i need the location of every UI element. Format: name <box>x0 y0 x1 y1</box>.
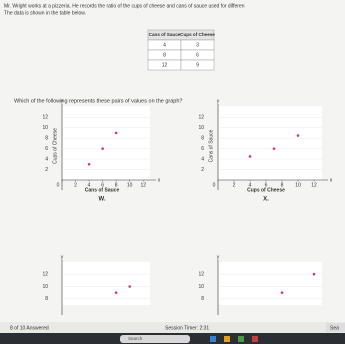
x-tick-label: 0 <box>57 182 60 188</box>
point <box>114 131 118 135</box>
x-tick-label: 8 <box>115 182 118 188</box>
y-axis-label: Cans of Sauce <box>208 129 214 162</box>
point <box>87 163 91 166</box>
x-tick-label: 0 <box>213 182 216 188</box>
y-axis-letter: y <box>61 254 64 260</box>
y-tick-label: 4 <box>45 156 48 162</box>
y-tick-label: 10 <box>198 125 204 131</box>
table-header: Cans of Sauce <box>149 32 181 37</box>
table-cell-text: 8 <box>163 52 166 58</box>
y-tick-label: 8 <box>45 135 48 141</box>
point <box>312 272 316 276</box>
graph: y 8 10 12 <box>42 254 150 315</box>
y-axis-letter: y <box>217 98 220 104</box>
x-axis-label: Cans of Sauce <box>85 187 120 193</box>
y-tick-label: 10 <box>198 284 204 290</box>
table-header: Cups of Cheese <box>180 32 215 37</box>
plot-area <box>62 262 150 305</box>
y-tick-label: 12 <box>198 115 204 121</box>
table-cell-text: 9 <box>196 62 199 68</box>
question: Which of the following represents these … <box>14 98 182 104</box>
taskbar-search-label[interactable]: Search <box>128 336 143 341</box>
point <box>280 291 284 294</box>
taskbar-search[interactable] <box>120 335 190 343</box>
graph-label: X. <box>263 197 269 203</box>
x-tick-label: 8 <box>281 182 284 188</box>
search-button[interactable] <box>326 323 345 332</box>
table-cell-text: 6 <box>196 52 199 58</box>
taskbar-icon[interactable] <box>252 336 258 342</box>
plot-area <box>218 262 322 305</box>
x-tick-label: 2 <box>74 182 77 188</box>
y-tick-label: 2 <box>45 167 48 173</box>
point <box>128 285 131 288</box>
y-tick-label: 10 <box>42 125 48 131</box>
x-tick-label: 12 <box>311 182 317 188</box>
y-tick-label: 8 <box>201 296 204 302</box>
x-axis-letter: x <box>158 177 161 183</box>
progress: 8 of 10 Answered <box>10 325 49 331</box>
y-tick-label: 12 <box>42 115 48 121</box>
footer-bar <box>0 322 345 333</box>
graph: y 8 10 12 <box>198 254 322 315</box>
y-tick-label: 8 <box>45 296 48 302</box>
graph: y x 2 4 6 8 10 12 0 2 4 6 8 10 12 Cups of Cheese Cans of… <box>42 98 160 202</box>
point <box>114 291 118 294</box>
y-tick-label: 6 <box>201 146 204 152</box>
x-tick-label: 6 <box>101 182 104 188</box>
taskbar-icon[interactable] <box>224 336 230 342</box>
x-tick-label: 2 <box>233 182 236 188</box>
x-axis-label: Cups of Cheese <box>247 187 285 193</box>
y-tick-label: 2 <box>201 167 204 173</box>
taskbar-icon[interactable] <box>210 336 216 342</box>
intro-line: Mr. Wright works at a pizzeria. He recor… <box>4 3 245 9</box>
x-tick-label: 6 <box>265 182 268 188</box>
intro-line: The data is shown in the table below. <box>4 10 86 16</box>
x-axis-letter: x <box>330 177 333 183</box>
x-tick-label: 12 <box>140 182 146 188</box>
y-tick-label: 6 <box>45 146 48 152</box>
point <box>272 147 276 150</box>
y-axis-label: Cups of Cheese <box>52 128 58 164</box>
y-tick-label: 10 <box>42 284 48 290</box>
x-tick-label: 4 <box>249 182 252 188</box>
y-axis-letter: y <box>217 254 220 260</box>
y-tick-label: 4 <box>201 156 204 162</box>
point <box>248 155 252 158</box>
point <box>296 134 300 137</box>
y-tick-label: 12 <box>42 271 48 277</box>
graph: y x 2 4 6 8 10 12 0 2 4 6 8 10 12 Cans of Sauce Cups of … <box>198 98 332 202</box>
plot-area <box>218 106 322 180</box>
y-axis-letter: y <box>61 98 64 104</box>
y-tick-label: 12 <box>198 271 204 277</box>
x-tick-label: 4 <box>88 182 91 188</box>
table-cell-text: 12 <box>162 62 168 68</box>
plot-area <box>62 106 150 180</box>
search-button-label[interactable]: Sea <box>330 325 339 331</box>
taskbar-icon[interactable] <box>238 336 244 342</box>
x-tick-label: 10 <box>127 182 133 188</box>
table-cell-text: 3 <box>196 42 199 48</box>
graph-label: W. <box>99 197 106 203</box>
x-tick-label: 10 <box>295 182 301 188</box>
table-cell-text: 4 <box>163 42 166 48</box>
y-tick-label: 8 <box>201 135 204 141</box>
point <box>101 147 104 150</box>
timer: Session Timer: 2:31 <box>165 325 209 331</box>
table-cell <box>180 59 215 71</box>
